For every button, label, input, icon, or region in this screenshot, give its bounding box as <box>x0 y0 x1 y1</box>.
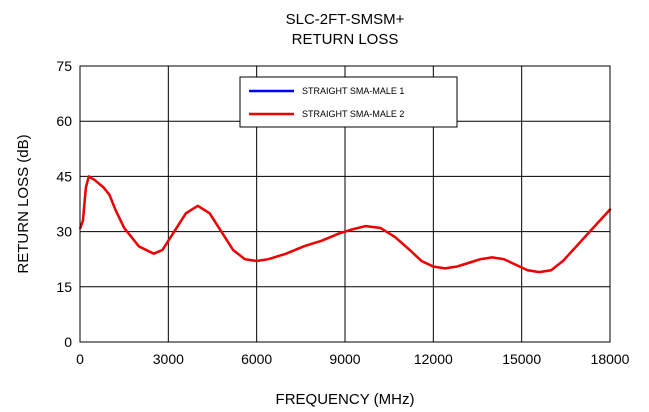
y-tick-label: 0 <box>64 334 72 350</box>
y-tick-label: 30 <box>56 224 72 240</box>
y-tick-label: 15 <box>56 279 72 295</box>
x-tick-label: 15000 <box>502 351 541 367</box>
series-line-2 <box>79 175 612 274</box>
legend: STRAIGHT SMA-MALE 1 STRAIGHT SMA-MALE 2 <box>239 76 458 128</box>
plot-frame <box>79 65 611 343</box>
legend-box <box>239 76 458 128</box>
legend-label-series-2: STRAIGHT SMA-MALE 2 <box>302 109 404 119</box>
series-lines <box>79 175 612 274</box>
y-tick-label: 45 <box>56 168 72 184</box>
x-tick-label: 3000 <box>153 351 184 367</box>
chart-subtitle: RETURN LOSS <box>292 31 399 48</box>
legend-label-series-1: STRAIGHT SMA-MALE 1 <box>302 86 404 96</box>
x-axis-label: FREQUENCY (MHz) <box>276 391 415 408</box>
chart-title: SLC-2FT-SMSM+ <box>286 11 405 28</box>
x-tick-label: 0 <box>76 351 84 367</box>
y-tick-label: 60 <box>56 113 72 129</box>
x-tick-label: 9000 <box>329 351 360 367</box>
x-tick-label: 18000 <box>591 351 630 367</box>
y-tick-label: 75 <box>56 58 72 74</box>
x-tick-label: 6000 <box>241 351 272 367</box>
x-tick-label: 12000 <box>414 351 453 367</box>
y-axis-label: RETURN LOSS (dB) <box>15 134 32 273</box>
tick-labels: 0 3000 6000 9000 12000 15000 18000 0 15 30 45 60 75 <box>56 58 629 367</box>
